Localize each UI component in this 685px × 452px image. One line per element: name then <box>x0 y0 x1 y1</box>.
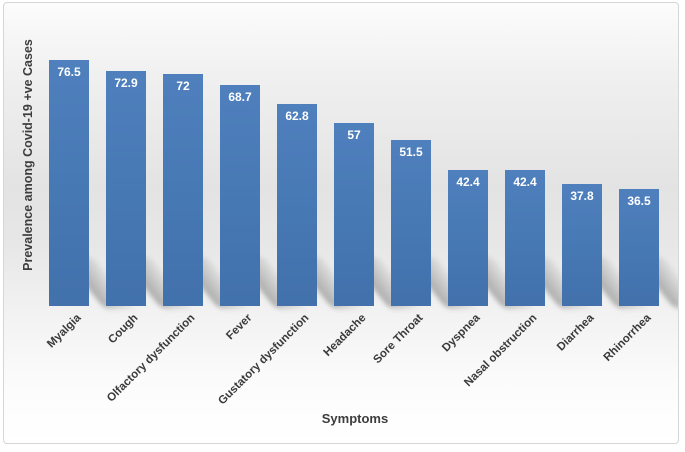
bar-sore-throat: 51.5 <box>391 140 431 306</box>
bar-value-label: 51.5 <box>399 145 423 159</box>
bar-myalgia: 76.5 <box>49 60 89 306</box>
bar-nasal-obstruction: 42.4 <box>505 170 545 306</box>
bar-value-label: 68.7 <box>228 90 252 104</box>
bar-fever: 68.7 <box>220 85 260 306</box>
bar-gustatory-dysfunction: 62.8 <box>277 104 317 306</box>
bar-rhinorrhea: 36.5 <box>619 189 659 306</box>
bar-value-label: 37.8 <box>570 189 594 203</box>
bar-headache: 57 <box>334 123 374 306</box>
bar-value-label: 76.5 <box>57 65 81 79</box>
bar-value-label: 62.8 <box>285 109 309 123</box>
plot-area: 76.5 Myalgia 72.9 Cough 72 Olfactory dysfunct… <box>4 3 678 443</box>
bar-dyspnea: 42.4 <box>448 170 488 306</box>
bar-value-label: 57 <box>347 128 361 142</box>
bar-value-label: 72 <box>176 79 190 93</box>
bar-value-label: 72.9 <box>114 76 138 90</box>
y-axis-title: Prevalence among Covid-19 +ve Cases <box>14 3 42 306</box>
bar-diarrhea: 37.8 <box>562 184 602 306</box>
bar-value-label: 36.5 <box>627 194 651 208</box>
bar-value-label: 42.4 <box>456 175 480 189</box>
x-axis-title: Symptoms <box>321 411 389 426</box>
bar-value-label: 42.4 <box>513 175 537 189</box>
bar-cough: 72.9 <box>106 71 146 306</box>
y-axis-title-text: Prevalence among Covid-19 +ve Cases <box>21 38 35 271</box>
bar-olfactory-dysfunction: 72 <box>163 74 203 306</box>
chart-frame: 76.5 Myalgia 72.9 Cough 72 Olfactory dysfunct… <box>3 2 679 444</box>
